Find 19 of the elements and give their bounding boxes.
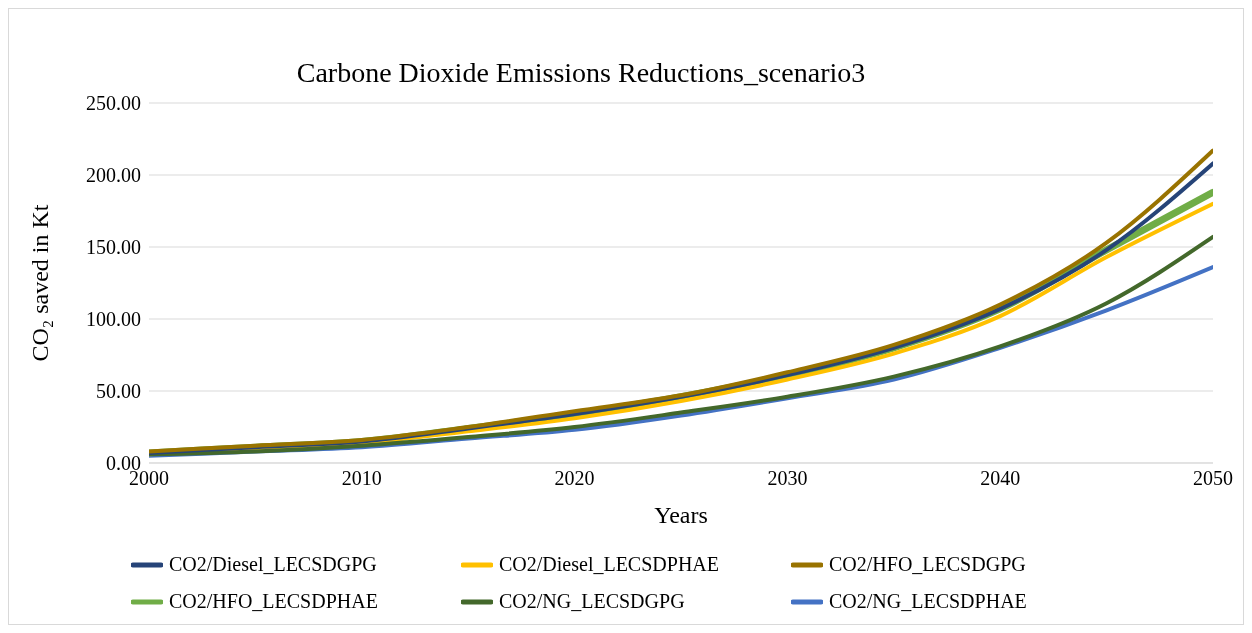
x-tick-label: 2050: [1193, 467, 1233, 490]
x-axis-title: Years: [654, 502, 708, 528]
legend-label: CO2/Diesel_LECSDGPG: [169, 553, 377, 576]
y-tick-label: 250.00: [86, 92, 141, 115]
chart-title: Carbone Dioxide Emissions Reductions_scenario3: [295, 57, 867, 90]
x-tick-label: 2010: [341, 467, 382, 490]
y-tick-label: 150.00: [86, 236, 141, 259]
legend-label: CO2/Diesel_LECSDPHAE: [499, 553, 719, 576]
x-tick-label: 2040: [980, 467, 1021, 490]
y-axis-title: CO₂ saved in Kt: [26, 204, 53, 362]
legend-label: CO2/HFO_LECSDPHAE: [169, 590, 378, 613]
x-tick-label: 2020: [554, 467, 595, 490]
y-tick-label: 50.00: [96, 380, 141, 403]
legend-label: CO2/HFO_LECSDGPG: [829, 553, 1026, 576]
legend-label: CO2/NG_LECSDGPG: [499, 590, 685, 613]
legend-label: CO2/NG_LECSDPHAE: [829, 590, 1027, 613]
y-tick-label: 100.00: [86, 308, 141, 331]
y-tick-label: 200.00: [86, 164, 141, 187]
x-tick-label: 2030: [767, 467, 808, 490]
